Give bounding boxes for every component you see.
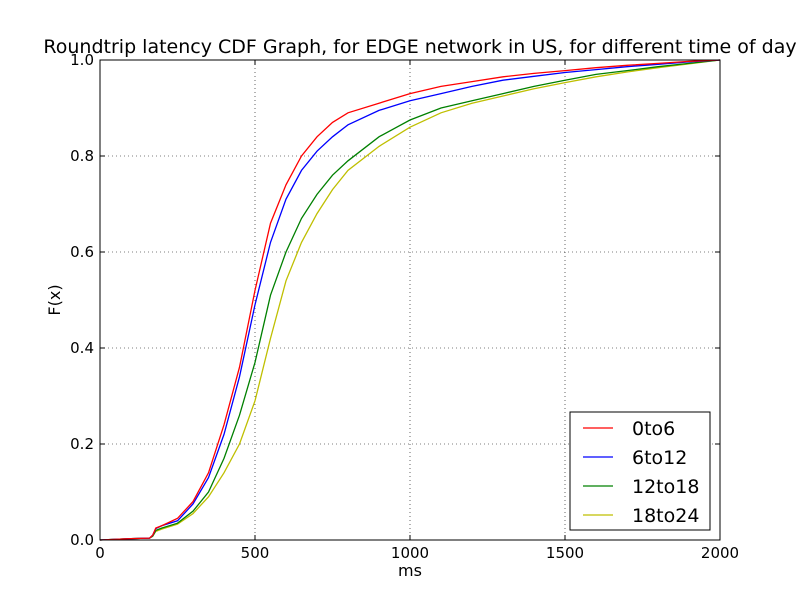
legend-label-18to24: 18to24 [632,505,699,527]
series-line-18to24 [99,59,721,541]
y-tick-label: 0.2 [70,435,94,453]
y-axis-label: F(x) [45,284,64,315]
series-lines [99,59,721,541]
x-tick-label: 500 [241,544,270,562]
legend-label-6to12: 6to12 [632,447,687,469]
y-tick-label: 0.6 [70,243,94,261]
legend-label-12to18: 12to18 [632,476,699,498]
series-line-12to18 [99,59,721,541]
y-tick-label: 0.8 [70,147,94,165]
legend-label-0to6: 0to6 [632,418,675,440]
y-tick-label: 0.0 [70,531,94,549]
x-tick-label: 2000 [701,544,739,562]
legend-box [569,411,711,531]
y-tick-label: 1.0 [70,51,94,69]
chart-title: Roundtrip latency CDF Graph, for EDGE ne… [43,36,796,58]
x-tick-label: 0 [95,544,105,562]
x-tick-label: 1500 [546,544,584,562]
series-line-0to6 [99,59,721,541]
axis-ticks: 0 500 1000 1500 2000 0.0 0.2 0.4 0.6 0.8 1.0 [70,51,739,562]
x-axis-label: ms [398,561,422,580]
y-tick-label: 0.4 [70,339,94,357]
legend: 0to6 6to12 12to18 18to24 [569,411,711,531]
x-tick-label: 1000 [391,544,429,562]
